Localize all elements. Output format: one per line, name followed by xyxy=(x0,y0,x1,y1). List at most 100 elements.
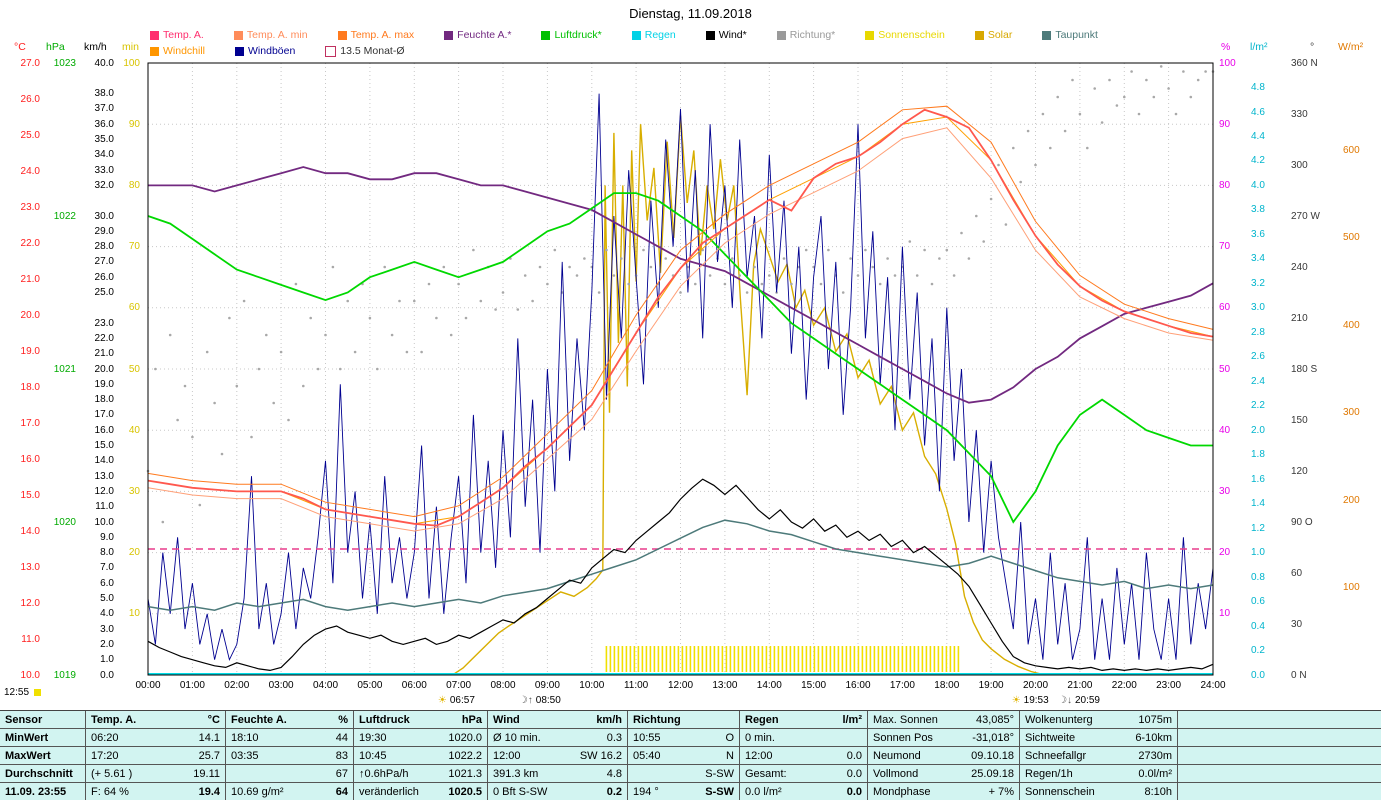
axis-label: 80 xyxy=(128,179,140,191)
axis-label: 30 xyxy=(1291,618,1303,630)
legend-label: Windböen xyxy=(248,45,296,57)
legend-label: 13.5 Monat-Ø xyxy=(340,45,405,57)
cell-astro-r4: Mondphase + 7% xyxy=(868,783,1020,800)
legend-item-windb-en: Windböen xyxy=(235,45,295,57)
cell-direction-r3: S-SW xyxy=(628,765,740,783)
cell-temp-r4: F: 64 % 19.4 xyxy=(86,783,226,800)
axis-label: 20.0 xyxy=(94,363,114,375)
axis-label: 330 xyxy=(1291,108,1308,120)
cell-pressure-r3: ↑0.6hPa/h 1021.3 xyxy=(354,765,488,783)
axis-label: 12.0 xyxy=(94,485,114,497)
cell-humidity-r1: 18:10 44 xyxy=(226,729,354,747)
axis-header-minutes: min xyxy=(122,41,139,53)
axis-label: 17.0 xyxy=(20,417,40,429)
cell-extra-r4: Sonnenschein 8:10h xyxy=(1020,783,1178,800)
axis-label: 20 xyxy=(128,547,140,559)
cell-wind-r2: 12:00 SW 16.2 xyxy=(488,747,628,765)
legend-swatch-wind xyxy=(705,30,715,40)
axis-label: 21.0 xyxy=(20,273,40,285)
axis-label: 4.0 xyxy=(100,608,114,620)
axis-label: 100 xyxy=(123,57,140,69)
axis-label: 12.0 xyxy=(20,597,40,609)
axis-label: 3.0 xyxy=(1251,302,1265,314)
axis-label: 3.2 xyxy=(1251,277,1265,289)
axis-label: 60 xyxy=(1219,302,1231,314)
legend-label: Solar xyxy=(987,29,1013,41)
axis-label: 270 W xyxy=(1291,210,1320,222)
legend-swatch-feuchte-a xyxy=(444,30,454,40)
axis-label: 26.0 xyxy=(20,93,40,105)
cell-rain-r3: Gesamt: 0.0 xyxy=(740,765,868,783)
axis-label: 7.0 xyxy=(100,562,114,574)
legend-item-sonnenschein: Sonnenschein xyxy=(865,29,945,41)
axis-label: 9.0 xyxy=(100,531,114,543)
cell-astro-r2: Neumond 09.10.18 xyxy=(868,747,1020,765)
axis-label: 50 xyxy=(1219,363,1231,375)
axis-label: 1.0 xyxy=(1251,547,1265,559)
axis-label: 25.0 xyxy=(94,287,114,298)
cell-temp-r3: (+ 5.61 ) 19.11 xyxy=(86,765,226,783)
axis-label: 90 xyxy=(128,118,140,130)
axis-label: 90 O xyxy=(1291,516,1313,528)
legend-label: Windchill xyxy=(163,45,206,57)
axis-label: 32.0 xyxy=(94,179,114,191)
x-tick-label: 12:00 xyxy=(667,680,694,691)
axis-header-hpa: hPa xyxy=(46,41,65,53)
moonset-icon: ☽↓ xyxy=(1058,695,1072,706)
axis-label: 3.0 xyxy=(100,623,114,635)
legend-item-temp-a-min: Temp. A. min xyxy=(233,29,308,41)
cell-temp-header: Temp. A. °C xyxy=(86,711,226,729)
cell-astro-r0: Max. Sonnen 43,085° xyxy=(868,711,1020,729)
cell-filler-r2 xyxy=(1178,747,1381,765)
axis-label: 2.0 xyxy=(1251,424,1265,436)
axis-label: 180 S xyxy=(1291,363,1318,375)
axis-header-temp: °C xyxy=(14,41,26,53)
axis-label: 360 N xyxy=(1291,57,1318,69)
axis-label: 23.0 xyxy=(20,201,40,213)
axis-label: 60 xyxy=(128,302,140,314)
axis-label: 5.0 xyxy=(100,593,114,604)
legend-label: Temp. A. xyxy=(163,29,204,41)
cell-wind-r1: Ø 10 min. 0.3 xyxy=(488,729,628,747)
legend-swatch-sonnenschein xyxy=(865,30,875,40)
axis-label: 40 xyxy=(128,424,140,436)
axis-label: 13.0 xyxy=(94,470,114,482)
x-tick-label: 16:00 xyxy=(845,680,871,691)
axis-label: 0.0 xyxy=(1251,669,1265,681)
axis-label: 4.0 xyxy=(1251,179,1265,191)
axis-label: 14.0 xyxy=(20,525,40,537)
axis-label: 24.0 xyxy=(20,165,40,177)
axis-label: 18.0 xyxy=(20,381,40,393)
legend-swatch-luftdruck xyxy=(541,30,551,40)
cell-humidity-header: Feuchte A.% xyxy=(226,711,354,729)
x-tick-label: 05:00 xyxy=(357,680,383,691)
corner-time-label: 12:55 xyxy=(4,687,30,698)
legend-swatch-windchill xyxy=(150,46,159,56)
sun-marker-icon xyxy=(34,689,42,696)
legend-item-temp-a-max: Temp. A. max xyxy=(337,29,414,41)
cell-humidity-r2: 03:35 83 xyxy=(226,747,354,765)
axis-label: 2.8 xyxy=(1251,326,1265,338)
axis-label: 100 xyxy=(1343,582,1360,594)
x-tick-label: 13:00 xyxy=(712,680,738,691)
axis-label: 0.4 xyxy=(1251,620,1265,632)
legend-item-luftdruck: Luftdruck* xyxy=(541,29,602,41)
legend-label: Taupunkt xyxy=(1055,29,1098,41)
axis-header-solar: W/m² xyxy=(1338,41,1364,53)
cell-rain-r1: 0 min. xyxy=(740,729,868,747)
legend-label: Wind* xyxy=(718,29,747,41)
axis-label: 30.0 xyxy=(94,210,114,222)
moonset-time: 20:59 xyxy=(1074,695,1100,706)
axis-label: 0.0 xyxy=(100,669,114,681)
cell-direction-r1: 10:55 O xyxy=(628,729,740,747)
axis-label: 23.0 xyxy=(94,317,114,329)
legend-swatch-temp-a-min xyxy=(233,30,243,40)
cell-extra-r0: Wolkenunterg 1075m xyxy=(1020,711,1178,729)
axis-label: 1022 xyxy=(53,210,76,222)
legend-label: Sonnenschein xyxy=(878,29,945,41)
axis-label: 19.0 xyxy=(20,345,40,357)
sunrise-icon: ☀ xyxy=(437,695,447,706)
legend-swatch-richtung xyxy=(776,30,786,40)
cell-filler-r3 xyxy=(1178,765,1381,783)
legend-item-taupunkt: Taupunkt xyxy=(1042,29,1098,41)
